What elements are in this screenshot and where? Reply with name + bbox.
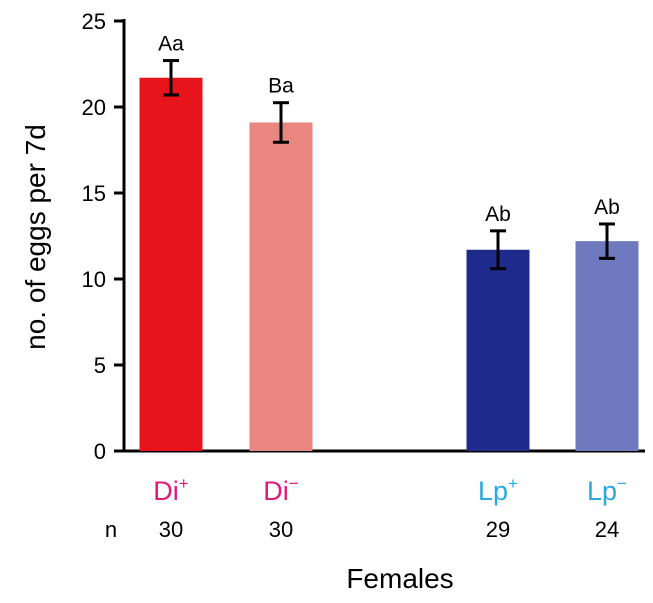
n-value: 30 <box>159 517 183 542</box>
y-tick-label: 20 <box>82 95 106 120</box>
bar-significance-label: Ba <box>268 75 294 98</box>
bar-significance-label: Ab <box>594 196 620 219</box>
y-axis: 0 5 10 15 20 25 <box>82 9 645 464</box>
n-value: 30 <box>269 517 293 542</box>
bar <box>575 241 639 451</box>
n-labels-group: 30 30 29 24 n <box>105 517 619 542</box>
y-tick-label: 25 <box>82 9 106 34</box>
bar <box>139 77 203 451</box>
y-tick-label: 0 <box>94 439 106 464</box>
y-axis-title: no. of eggs per 7d <box>20 124 51 350</box>
bars-group <box>139 77 639 451</box>
n-value: 29 <box>486 517 510 542</box>
bar <box>466 249 530 451</box>
bar-labels-group: Aa Ba Ab Ab <box>158 33 620 226</box>
category-label: Lp− <box>587 474 627 506</box>
y-tick-label: 10 <box>82 267 106 292</box>
bar-significance-label: Aa <box>158 33 184 56</box>
bar <box>249 122 313 451</box>
category-label: Di− <box>263 474 299 506</box>
x-axis-title: Females <box>346 563 453 594</box>
y-tick-label: 15 <box>82 181 106 206</box>
n-row-label: n <box>105 517 117 542</box>
category-label: Lp+ <box>478 474 518 506</box>
bar-significance-label: Ab <box>485 203 511 226</box>
y-tick-label: 5 <box>94 353 106 378</box>
category-label: Di+ <box>153 474 189 506</box>
error-bars-group <box>163 59 615 271</box>
n-value: 24 <box>595 517 619 542</box>
category-labels-group: Di+ Di− Lp+ Lp− <box>153 474 627 506</box>
